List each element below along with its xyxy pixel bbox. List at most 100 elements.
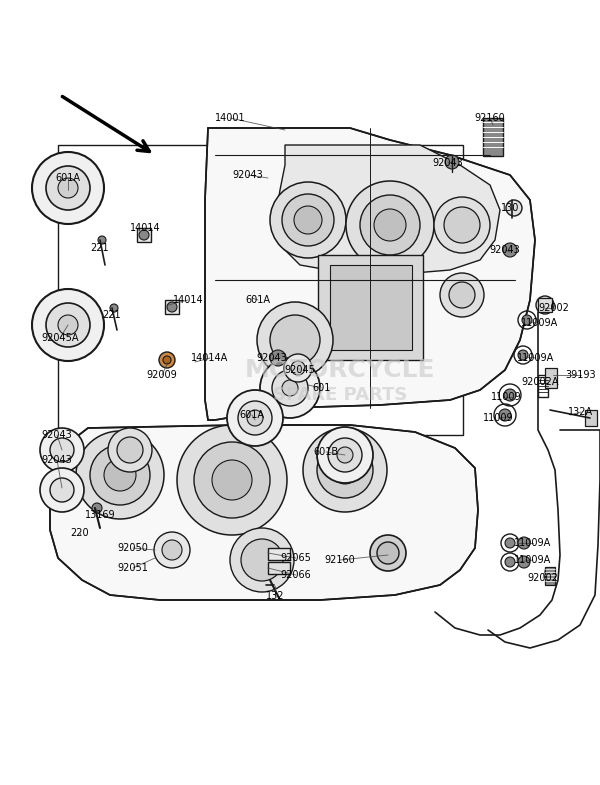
Bar <box>268 548 290 560</box>
Circle shape <box>58 315 78 335</box>
Bar <box>585 410 597 426</box>
Circle shape <box>247 410 263 426</box>
Circle shape <box>291 361 305 375</box>
Circle shape <box>503 243 517 257</box>
Circle shape <box>317 442 373 498</box>
Circle shape <box>76 431 164 519</box>
Circle shape <box>241 539 283 581</box>
Circle shape <box>360 195 420 255</box>
Circle shape <box>331 456 359 484</box>
Text: MOTORCYCLE: MOTORCYCLE <box>245 358 435 382</box>
Text: 14014A: 14014A <box>191 353 229 363</box>
Circle shape <box>98 236 106 244</box>
Circle shape <box>346 181 434 269</box>
Text: 11009A: 11009A <box>521 318 559 328</box>
Circle shape <box>110 304 118 312</box>
Bar <box>58 145 463 435</box>
Circle shape <box>260 358 320 418</box>
Circle shape <box>303 428 387 512</box>
Circle shape <box>163 356 171 364</box>
Bar <box>330 265 412 350</box>
Text: SPARE PARTS: SPARE PARTS <box>273 386 407 404</box>
Text: 14014: 14014 <box>130 223 160 233</box>
Text: 13169: 13169 <box>85 510 115 520</box>
Circle shape <box>270 315 320 365</box>
Text: 92065: 92065 <box>281 553 311 563</box>
Text: 92160: 92160 <box>475 113 505 123</box>
Text: 130: 130 <box>501 203 519 213</box>
Text: 220: 220 <box>71 528 89 538</box>
Text: 132A: 132A <box>568 407 593 417</box>
Circle shape <box>282 194 334 246</box>
Circle shape <box>104 459 136 491</box>
Bar <box>165 300 179 314</box>
Text: 92043: 92043 <box>41 430 73 440</box>
Bar <box>318 255 423 360</box>
Circle shape <box>328 438 362 472</box>
Text: 14014: 14014 <box>173 295 203 305</box>
Circle shape <box>374 209 406 241</box>
Text: 92050: 92050 <box>118 543 148 553</box>
Circle shape <box>270 182 346 258</box>
Text: 92002A: 92002A <box>521 377 559 387</box>
Circle shape <box>444 207 480 243</box>
Circle shape <box>270 350 286 366</box>
Circle shape <box>177 425 287 535</box>
Circle shape <box>90 445 150 505</box>
Text: 92002: 92002 <box>539 303 569 313</box>
Circle shape <box>536 296 554 314</box>
Circle shape <box>282 380 298 396</box>
Circle shape <box>194 442 270 518</box>
Text: 92043: 92043 <box>257 353 287 363</box>
Text: 92043: 92043 <box>233 170 263 180</box>
Text: 601A: 601A <box>239 410 265 420</box>
Circle shape <box>505 538 515 548</box>
Circle shape <box>46 303 90 347</box>
Circle shape <box>32 289 104 361</box>
Circle shape <box>108 428 152 472</box>
Circle shape <box>46 166 90 210</box>
Bar <box>268 562 290 574</box>
Text: 92045: 92045 <box>284 365 316 375</box>
Text: 601B: 601B <box>313 447 338 457</box>
Circle shape <box>284 354 312 382</box>
Text: 92002: 92002 <box>527 573 559 583</box>
Bar <box>538 298 552 312</box>
Text: 601A: 601A <box>245 295 271 305</box>
Bar <box>545 368 557 388</box>
Text: 132: 132 <box>266 591 284 601</box>
Bar <box>538 375 548 397</box>
Circle shape <box>499 409 511 421</box>
Bar <box>483 118 503 156</box>
Circle shape <box>117 437 143 463</box>
Circle shape <box>449 282 475 308</box>
Circle shape <box>504 389 516 401</box>
Circle shape <box>230 528 294 592</box>
Circle shape <box>50 438 74 462</box>
Circle shape <box>40 428 84 472</box>
Circle shape <box>518 350 528 360</box>
Circle shape <box>377 542 399 564</box>
Text: 11009A: 11009A <box>514 555 551 565</box>
Circle shape <box>40 468 84 512</box>
Polygon shape <box>275 145 500 275</box>
Text: 14001: 14001 <box>215 113 245 123</box>
Circle shape <box>294 206 322 234</box>
Text: 92043: 92043 <box>433 158 463 168</box>
Circle shape <box>257 302 333 378</box>
Circle shape <box>440 273 484 317</box>
Circle shape <box>159 352 175 368</box>
Text: 601A: 601A <box>56 173 80 183</box>
Circle shape <box>506 200 522 216</box>
Text: 11009: 11009 <box>491 392 521 402</box>
Circle shape <box>434 197 490 253</box>
Text: 11009A: 11009A <box>517 353 554 363</box>
Text: 92045A: 92045A <box>41 333 79 343</box>
Circle shape <box>505 557 515 567</box>
Circle shape <box>238 401 272 435</box>
Polygon shape <box>205 128 535 420</box>
Text: 92009: 92009 <box>146 370 178 380</box>
Circle shape <box>92 503 102 513</box>
Bar <box>545 567 555 585</box>
Circle shape <box>162 540 182 560</box>
